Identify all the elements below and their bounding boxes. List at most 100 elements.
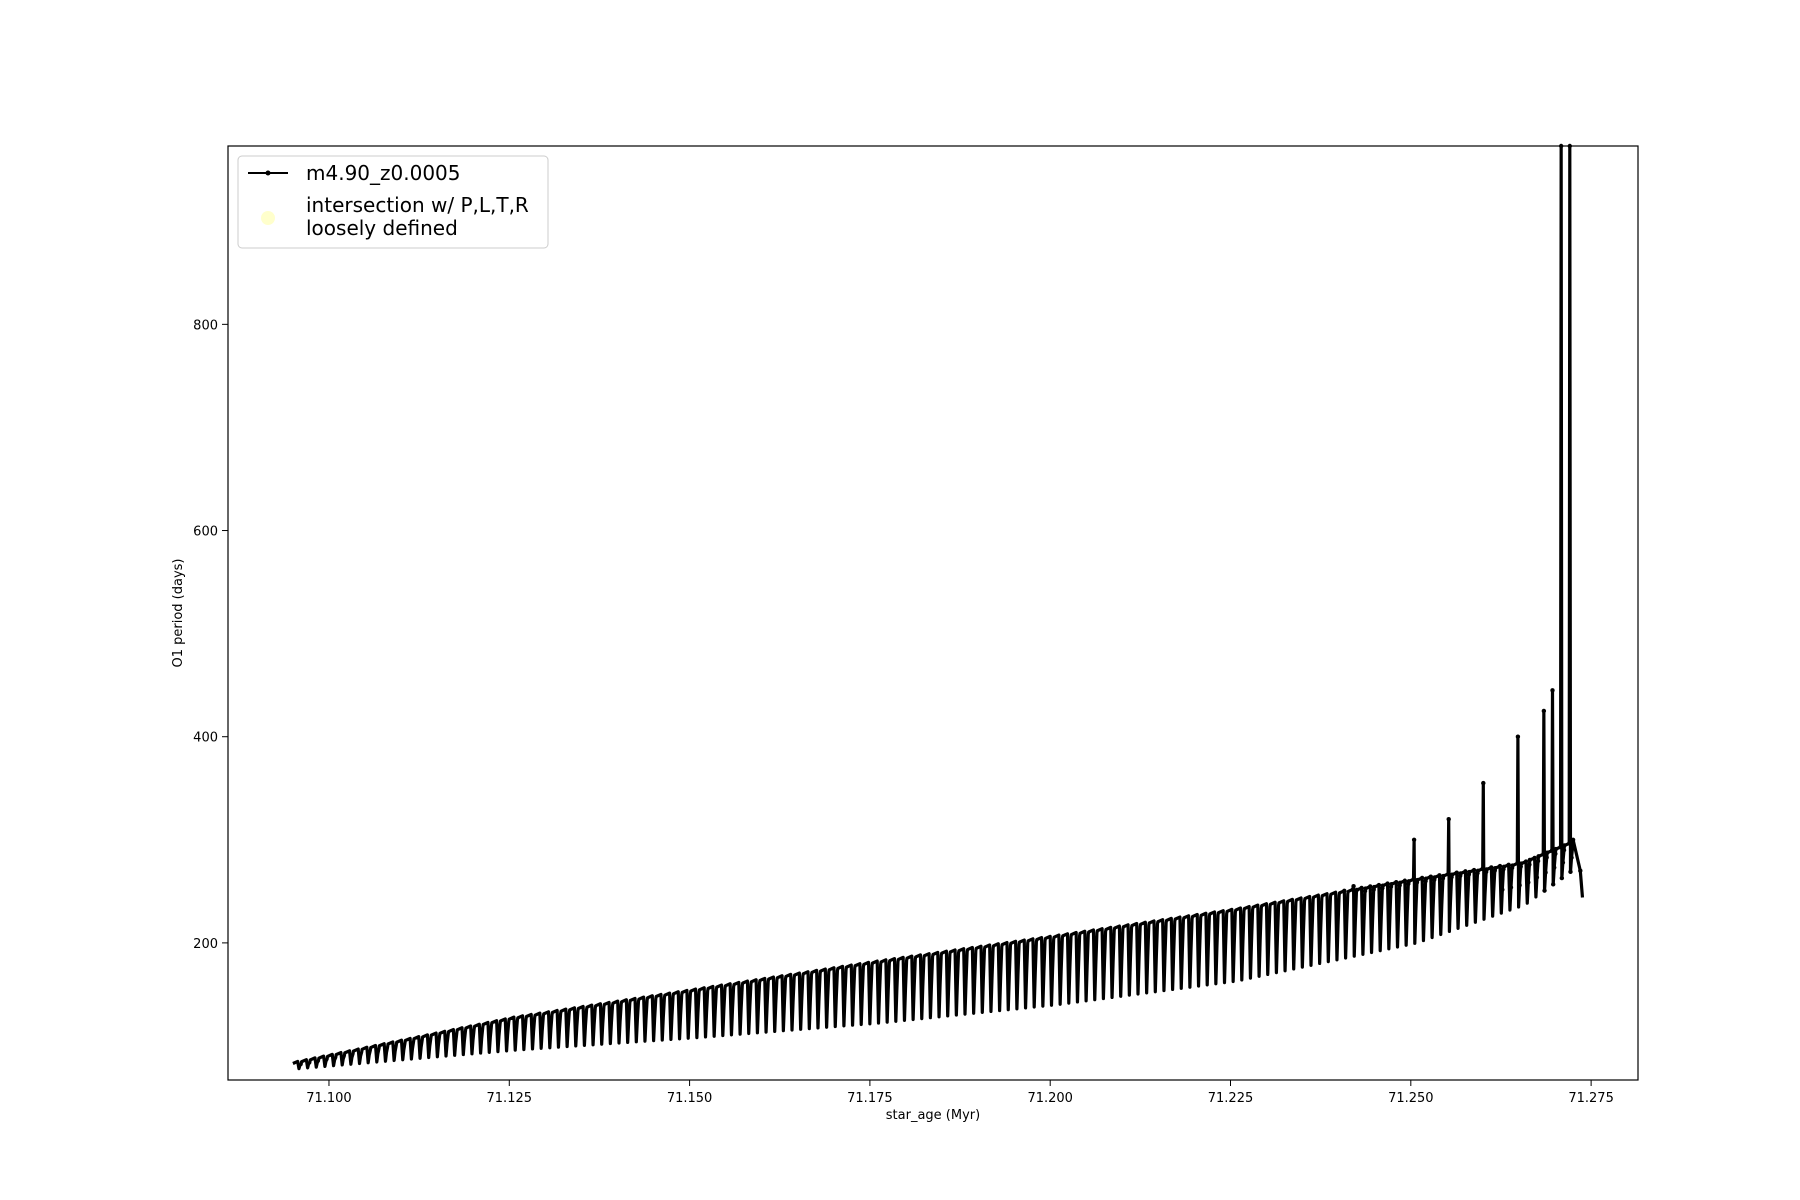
legend-label-line: loosely defined [306, 216, 458, 240]
series-layer [292, 143, 1585, 1071]
data-point [1467, 869, 1472, 875]
data-point [1515, 861, 1520, 866]
data-point [1553, 846, 1558, 852]
data-point [1454, 870, 1459, 875]
data-point [1351, 883, 1356, 889]
legend-label-line: intersection w/ P,L,T,R [306, 193, 529, 217]
data-point [1484, 867, 1489, 872]
data-point [1437, 873, 1442, 878]
legend-label-series: m4.90_z0.0005 [306, 161, 461, 185]
plot-area [228, 146, 1638, 1080]
data-point [1497, 863, 1503, 869]
data-point [1523, 859, 1529, 864]
y-axis: 200 400 600 800 [193, 318, 228, 952]
data-point [1527, 862, 1532, 867]
data-point [1489, 865, 1494, 870]
x-axis: 71.100 71.125 71.150 71.175 71.200 71.225 71.2… [306, 1080, 1614, 1106]
x-axis-label: star_age (Myr) [886, 1108, 980, 1123]
y-tick-label: 800 [193, 318, 218, 333]
data-point [1526, 880, 1531, 885]
data-point [1532, 855, 1537, 861]
data-point [1371, 884, 1377, 890]
data-point [1569, 855, 1574, 860]
data-point [1419, 875, 1425, 881]
data-point [1394, 879, 1399, 885]
data-point [1550, 882, 1556, 887]
data-point [1561, 847, 1567, 853]
data-point [1544, 855, 1549, 860]
x-tick-label: 71.175 [847, 1091, 893, 1106]
legend: m4.90_z0.0005 intersection w/ P,L,T,R loo… [237, 155, 549, 249]
legend-circle-marker [261, 211, 275, 225]
data-point [1342, 888, 1347, 893]
data-point [1481, 780, 1486, 786]
x-tick-label: 71.275 [1568, 1091, 1614, 1106]
data-point [1508, 885, 1514, 890]
data-point [1552, 865, 1557, 870]
legend-frame [237, 155, 549, 249]
data-point [1560, 860, 1566, 865]
data-point [1506, 862, 1511, 867]
data-point [1536, 854, 1541, 859]
data-point [1432, 875, 1437, 880]
data-point [1480, 866, 1485, 871]
x-tick-label: 71.125 [487, 1091, 533, 1106]
data-point [1570, 837, 1576, 842]
data-point [1515, 734, 1521, 739]
data-point [1559, 875, 1565, 881]
x-tick-label: 71.225 [1208, 1091, 1254, 1106]
y-tick-label: 200 [193, 937, 218, 952]
data-point [1368, 884, 1373, 889]
data-point [1553, 851, 1558, 856]
data-point [1446, 816, 1451, 822]
x-tick-label: 71.200 [1027, 1091, 1073, 1106]
legend-label-intersection: intersection w/ P,L,T,R loosely defined [306, 193, 529, 240]
data-point [1463, 869, 1468, 874]
data-point [1510, 863, 1515, 868]
y-axis-label: O1 period (days) [171, 558, 186, 667]
data-point [1558, 844, 1563, 850]
x-tick-label: 71.100 [306, 1091, 352, 1106]
data-point [1376, 882, 1382, 888]
data-point [1562, 843, 1567, 848]
y-tick-label: 600 [193, 525, 218, 540]
x-tick-label: 71.150 [667, 1091, 713, 1106]
data-point [1518, 861, 1524, 866]
data-point [1359, 885, 1364, 891]
data-point [1570, 844, 1575, 849]
data-point [1535, 858, 1541, 864]
data-point [1428, 874, 1434, 879]
data-point [1549, 848, 1555, 853]
data-point [1517, 883, 1522, 888]
data-point [1568, 869, 1573, 875]
x-tick-label: 71.250 [1388, 1091, 1434, 1106]
data-point [1527, 857, 1533, 863]
data-point [1411, 837, 1417, 842]
data-point [1578, 868, 1583, 873]
data-point [1385, 881, 1390, 886]
data-point [1363, 886, 1368, 891]
data-point [1411, 877, 1416, 882]
data-point [1402, 878, 1408, 883]
data-point [1389, 882, 1394, 887]
data-point [1354, 887, 1360, 893]
data-point [1541, 708, 1547, 714]
data-point [1445, 871, 1451, 877]
data-point [1423, 876, 1429, 881]
data-point [1380, 883, 1385, 888]
data-point [1542, 888, 1547, 893]
data-point [1501, 864, 1507, 870]
data-point [1493, 865, 1498, 871]
data-point [1471, 867, 1477, 873]
data-point [1534, 875, 1540, 880]
data-point [1500, 887, 1505, 892]
y-tick-label: 400 [193, 731, 218, 746]
data-point [1449, 872, 1455, 877]
data-point [1543, 870, 1548, 875]
data-point [1441, 873, 1446, 879]
legend-dot-marker [265, 170, 271, 176]
data-point [1415, 877, 1420, 883]
data-point [1550, 688, 1555, 693]
plot-frame [227, 145, 1639, 1081]
